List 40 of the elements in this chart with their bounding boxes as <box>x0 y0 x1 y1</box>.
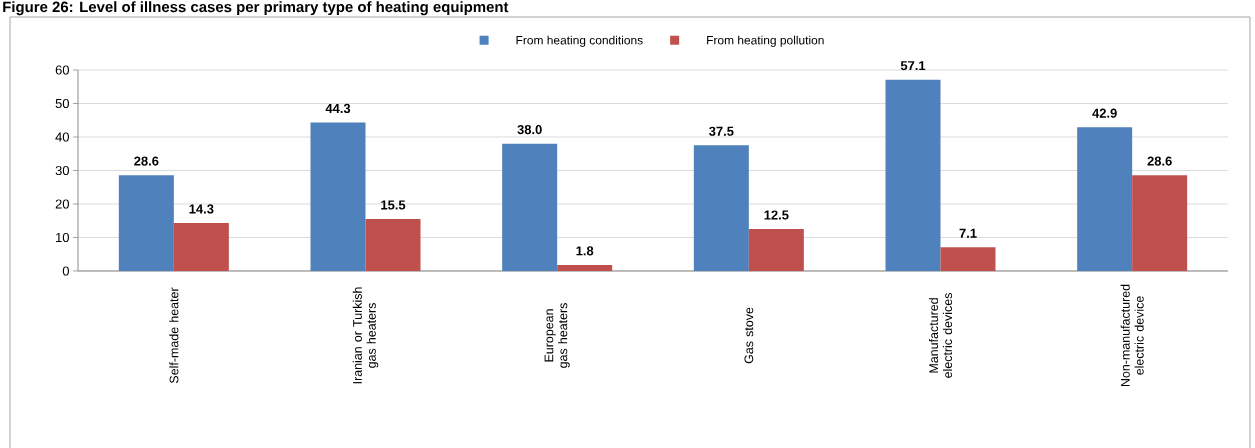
bar <box>885 79 941 271</box>
x-tick-label: Gas stove <box>744 307 754 364</box>
x-tick-label: Manufactured electric devices <box>928 293 953 378</box>
y-tick-label: 40 <box>55 132 69 142</box>
x-tick-label: European gas heaters <box>544 303 570 368</box>
data-label: 28.6 <box>1147 156 1172 166</box>
data-label: 37.5 <box>709 126 734 136</box>
data-label: 42.9 <box>1092 108 1117 118</box>
bar <box>502 143 558 271</box>
data-label: 38.0 <box>517 124 542 135</box>
y-tick-label: 10 <box>56 232 69 243</box>
data-label: 28.6 <box>134 156 159 166</box>
bar <box>310 122 366 271</box>
data-label: 12.5 <box>764 210 789 220</box>
data-label: 57.1 <box>900 61 926 71</box>
data-label: 14.3 <box>189 204 214 214</box>
bar <box>748 229 804 271</box>
y-tick-label: 50 <box>55 98 69 109</box>
chart-title: Figure 26: Level of illness cases per primary type of heating equipment <box>3 1 509 16</box>
bar <box>693 145 749 271</box>
data-label: 7.1 <box>959 228 977 238</box>
bar <box>940 247 996 271</box>
y-tick-label: 0 <box>62 266 69 276</box>
bar <box>173 223 229 271</box>
bar <box>365 219 421 271</box>
legend-label: From heating conditions <box>516 35 643 47</box>
data-label: 44.3 <box>325 103 351 114</box>
y-tick-label: 60 <box>55 65 69 75</box>
bar <box>557 264 613 271</box>
y-tick-label: 20 <box>55 199 69 209</box>
x-tick-label: Self-made heater <box>169 287 179 384</box>
y-tick-label: 30 <box>55 165 69 176</box>
bar <box>1132 175 1188 271</box>
legend-label: From heating pollution <box>707 35 824 47</box>
data-label: 15.5 <box>381 200 406 210</box>
data-label: 1.8 <box>576 246 594 256</box>
bar <box>1077 127 1133 271</box>
x-tick-label: Iranian or Turkish gas heaters <box>352 287 379 384</box>
bar <box>118 175 174 271</box>
x-tick-label: Non-manufactured electric device <box>1120 284 1144 387</box>
